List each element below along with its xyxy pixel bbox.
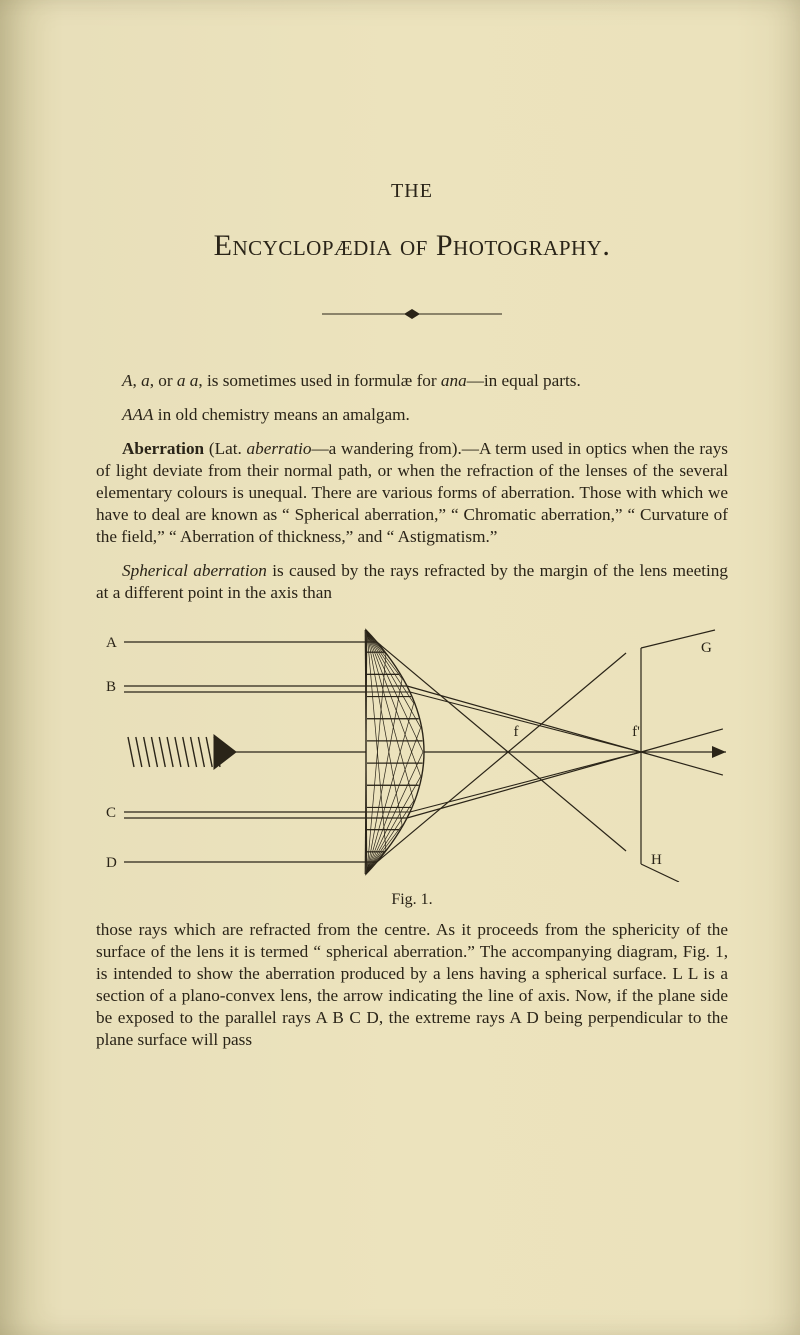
figure-1-caption: Fig. 1.	[96, 891, 728, 909]
pre-title: THE	[96, 180, 728, 203]
svg-text:C: C	[106, 805, 116, 821]
paragraph-4: Spherical aberration is caused by the ra…	[96, 560, 728, 604]
figure-1: A B C Df f' G H	[96, 622, 736, 887]
ornamental-rule	[96, 307, 728, 326]
svg-text:f': f'	[632, 724, 640, 740]
svg-text:f: f	[514, 724, 519, 740]
paragraph-1: A, a, or a a, is sometimes used in formu…	[96, 370, 728, 392]
paragraph-3: Aberration (Lat. aberratio—a wandering f…	[96, 438, 728, 548]
svg-text:G: G	[701, 640, 712, 656]
svg-text:A: A	[106, 635, 117, 651]
svg-text:D: D	[106, 855, 117, 871]
page-title: Encyclopædia of Photography.	[96, 229, 728, 263]
paragraph-5: those rays which are refracted from the …	[96, 919, 728, 1051]
svg-text:B: B	[106, 679, 116, 695]
paragraph-2: AAA in old chemistry means an amalgam.	[96, 404, 728, 426]
svg-text:H: H	[651, 852, 662, 868]
